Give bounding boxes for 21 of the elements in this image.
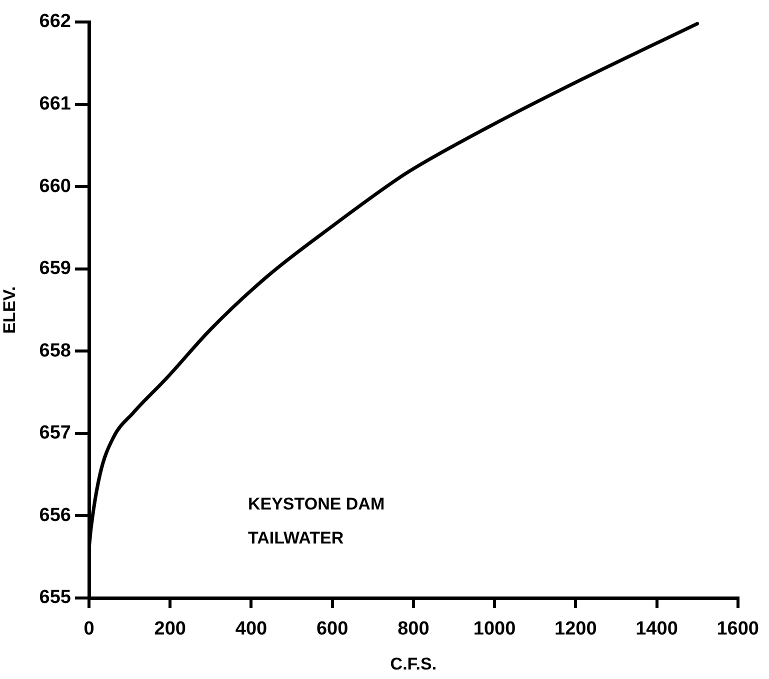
y-tick-label: 656: [39, 504, 71, 526]
y-axis-title: ELEV.: [0, 286, 19, 334]
x-tick-label: 400: [235, 618, 268, 640]
x-axis-title: C.F.S.: [390, 654, 437, 674]
y-tick-label: 658: [39, 340, 71, 362]
y-tick-label: 660: [39, 176, 71, 197]
x-tick-label: 200: [154, 618, 186, 640]
y-tick-label: 662: [39, 11, 71, 32]
x-tick-label: 1000: [473, 618, 516, 640]
x-tick-label: 1400: [636, 618, 678, 640]
x-tick-label: 0: [84, 618, 94, 640]
x-tick-label: 800: [398, 618, 430, 640]
y-tick-label: 659: [39, 258, 71, 280]
y-tick-label: 657: [39, 422, 71, 444]
x-tick-label: 600: [316, 618, 348, 640]
y-tick-label: 655: [39, 587, 72, 608]
annotation: KEYSTONE DAM: [248, 494, 385, 514]
x-tick-label: 1200: [554, 618, 597, 640]
y-tick-label: 661: [39, 94, 72, 115]
annotation: TAILWATER: [248, 528, 344, 548]
x-tick-label: 1600: [716, 618, 760, 640]
